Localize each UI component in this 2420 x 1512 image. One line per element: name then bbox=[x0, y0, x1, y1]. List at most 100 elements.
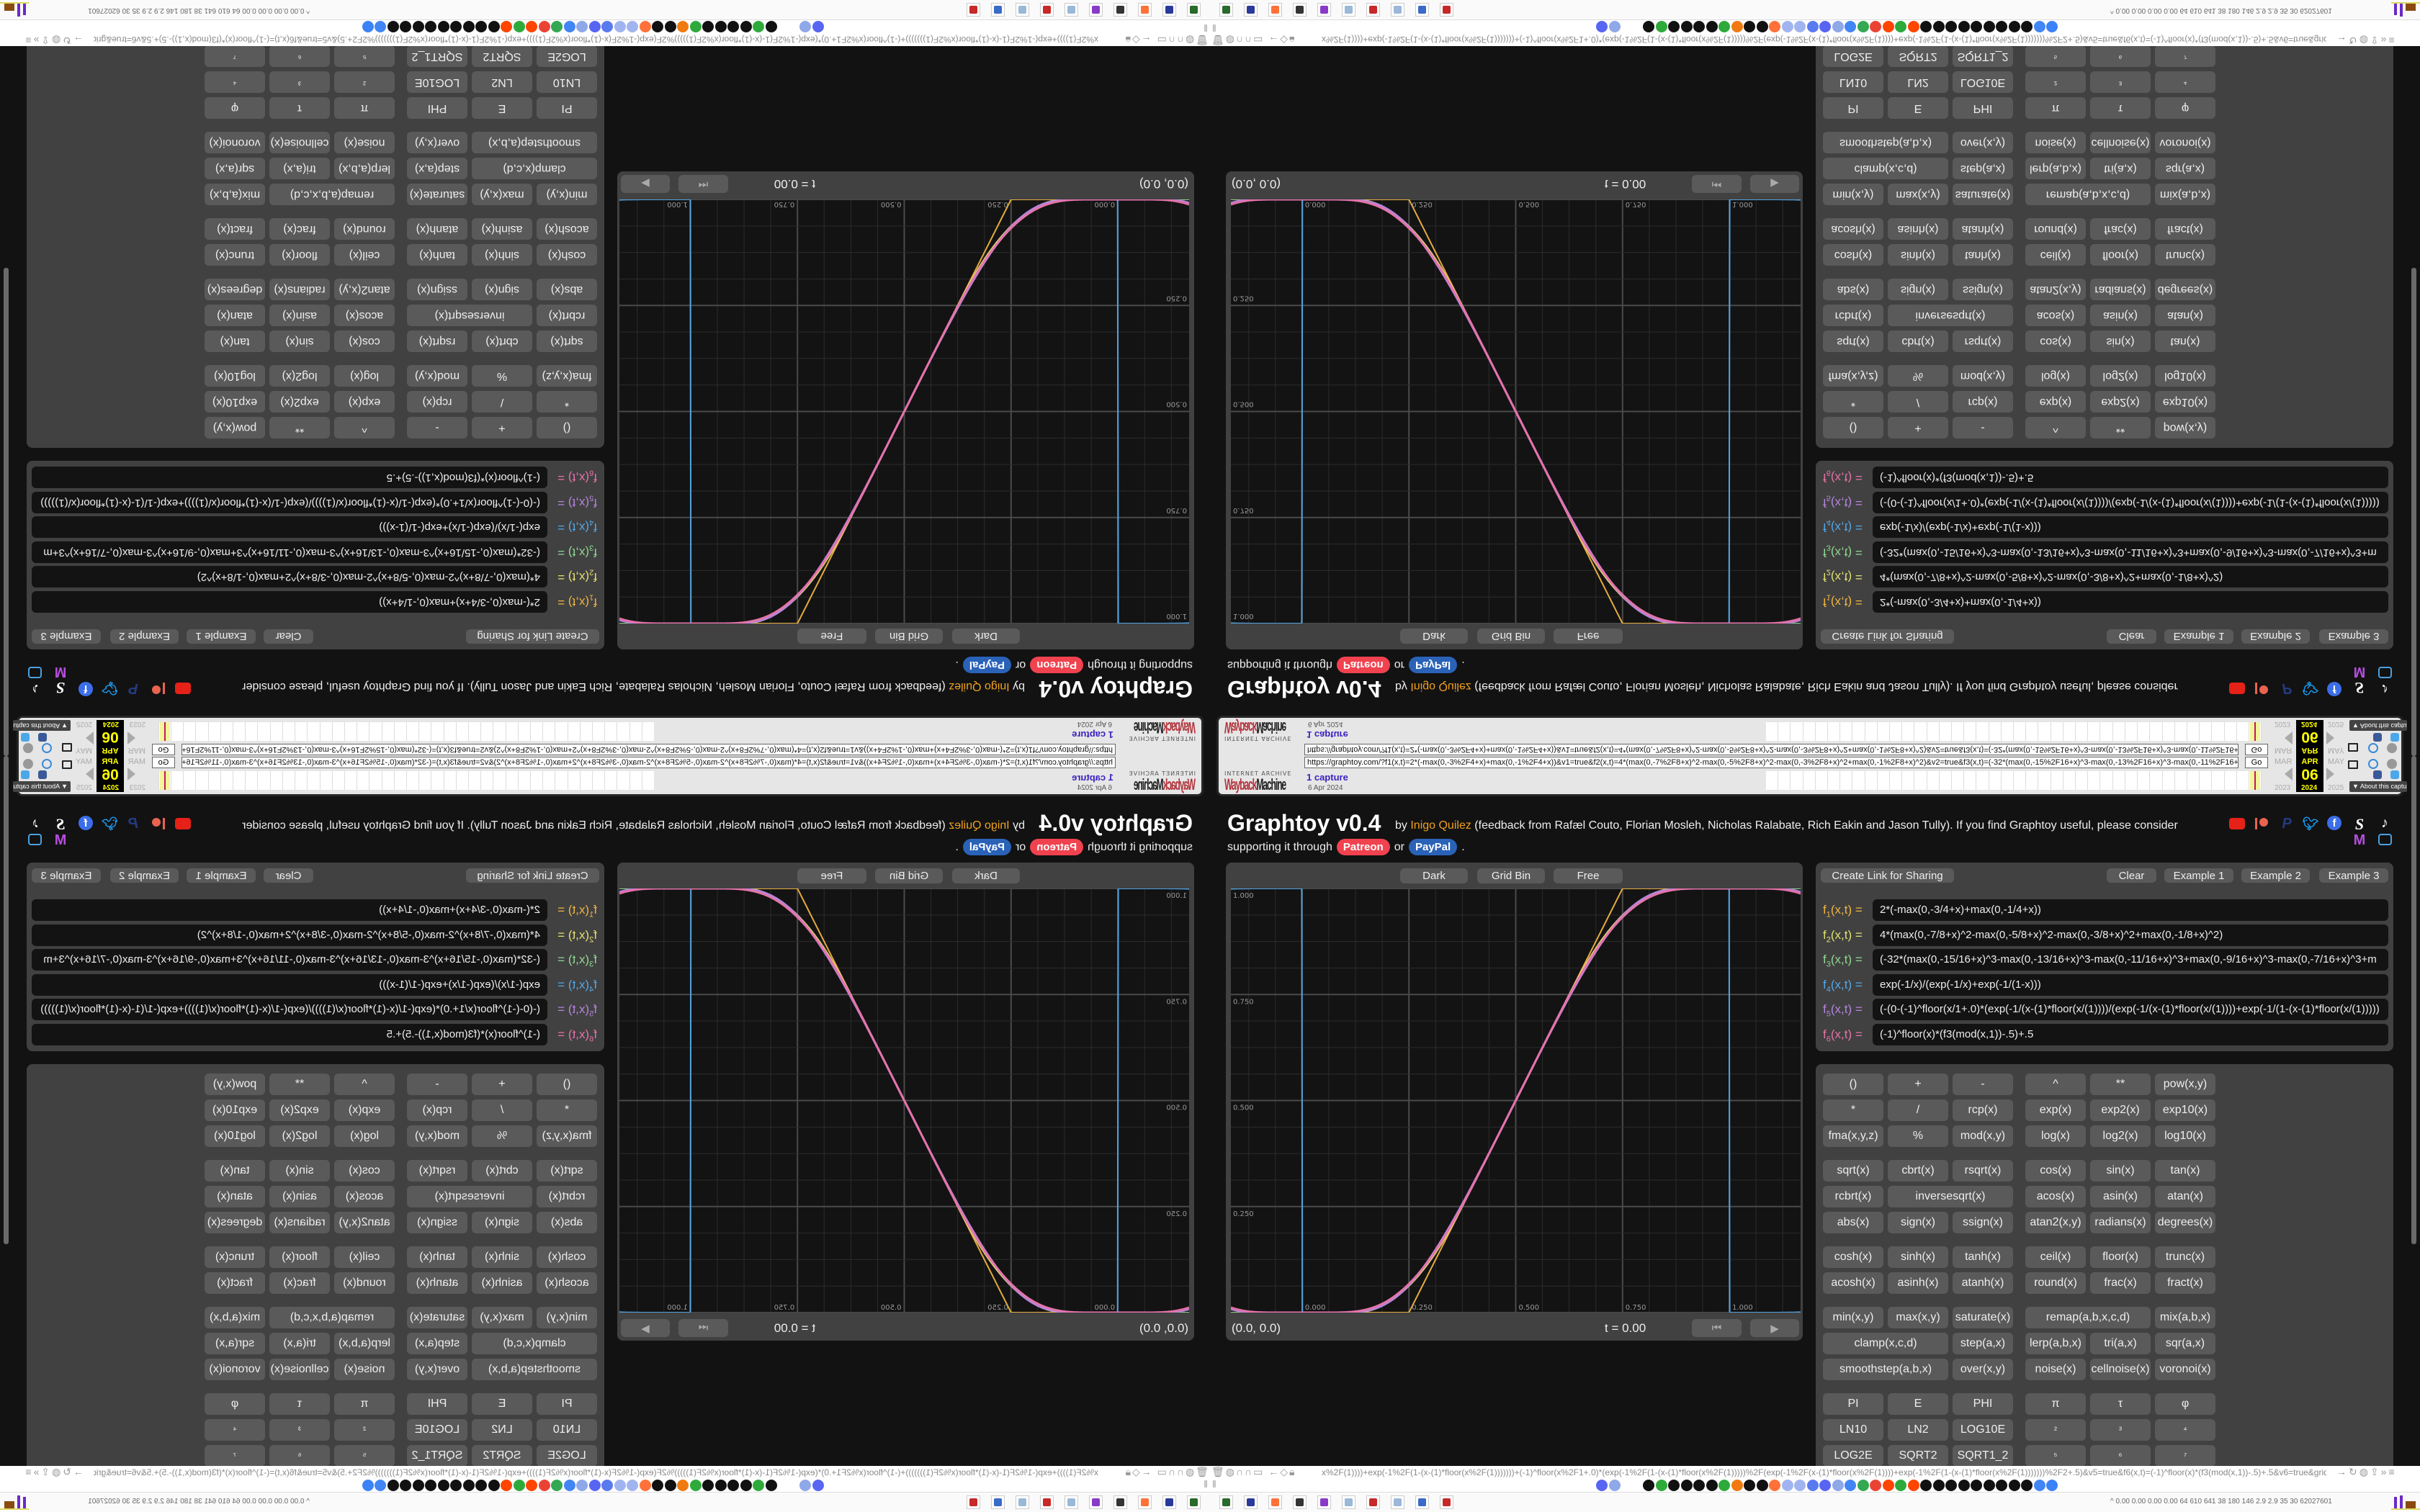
taskbar-app-icon[interactable] bbox=[1113, 1495, 1127, 1509]
keypad-button[interactable]: fma(x,y,z) bbox=[1823, 1125, 1883, 1147]
bookmark-icon[interactable] bbox=[1693, 21, 1705, 32]
taskbar-app-icon[interactable] bbox=[1317, 1495, 1331, 1509]
function-input[interactable]: (-32*(max(0,-15/16+x)^3-max(0,-13/16+x)^… bbox=[32, 949, 547, 971]
bookmark-icon[interactable] bbox=[1945, 21, 1957, 32]
keypad-button[interactable]: ⁵ bbox=[2025, 45, 2086, 67]
keypad-button[interactable]: asinh(x) bbox=[1888, 218, 1948, 240]
bookmark-icon[interactable] bbox=[400, 1480, 412, 1491]
bilibili-icon[interactable] bbox=[2376, 834, 2393, 850]
keypad-button[interactable]: ⁴ bbox=[2155, 71, 2215, 93]
paypal-button[interactable]: PayPal bbox=[1408, 657, 1458, 673]
keypad-button[interactable]: inversesqrt(x) bbox=[1888, 305, 2013, 326]
bookmark-icon[interactable] bbox=[1882, 1480, 1894, 1491]
keypad-button[interactable]: max(x,y) bbox=[1888, 1307, 1948, 1328]
mastodon-icon[interactable]: M bbox=[54, 832, 67, 848]
dark-mode-button[interactable]: Dark bbox=[1400, 868, 1468, 883]
keypad-button[interactable]: lerp(a,b,x) bbox=[2025, 158, 2086, 179]
tiktok-icon[interactable]: ♪ bbox=[2381, 681, 2388, 697]
keypad-button[interactable]: asin(x) bbox=[269, 1186, 330, 1207]
bookmark-icon[interactable] bbox=[652, 1480, 664, 1491]
keypad-button[interactable]: ⁴ bbox=[205, 1419, 265, 1441]
taskbar-app-icon[interactable] bbox=[1040, 1495, 1054, 1509]
keypad-button[interactable]: max(x,y) bbox=[1888, 184, 1948, 205]
bookmark-icon[interactable] bbox=[2021, 21, 2033, 32]
taskbar-app-icon[interactable] bbox=[1268, 1495, 1282, 1509]
keypad-button[interactable]: sin(x) bbox=[269, 330, 330, 352]
help-icon[interactable] bbox=[2368, 759, 2378, 769]
keypad-button[interactable]: inversesqrt(x) bbox=[1888, 1186, 2013, 1207]
wayback-next-arrow-icon[interactable] bbox=[86, 732, 94, 744]
keypad-button[interactable]: step(a,x) bbox=[1953, 158, 2013, 179]
tray-chevron-icon[interactable]: ^ bbox=[304, 6, 310, 14]
keypad-button[interactable]: mix(a,b,x) bbox=[2155, 1307, 2215, 1328]
page-scrollbar[interactable] bbox=[4, 268, 9, 756]
keypad-button[interactable]: log(x) bbox=[2025, 1125, 2086, 1147]
wayback-sparkline[interactable] bbox=[1766, 722, 2262, 741]
facebook-share-icon[interactable] bbox=[38, 733, 47, 742]
keypad-button[interactable]: atan(x) bbox=[2155, 305, 2215, 326]
function-input[interactable]: 4*(max(0,-7/8+x)^2-max(0,-5/8+x)^2-max(0… bbox=[1873, 924, 2388, 946]
keypad-button[interactable]: inversesqrt(x) bbox=[407, 1186, 532, 1207]
wayback-year-next[interactable]: 2025 bbox=[76, 720, 92, 728]
keypad-button[interactable]: voronoi(x) bbox=[205, 1359, 265, 1380]
keypad-button[interactable]: asinh(x) bbox=[472, 218, 532, 240]
bookmark-icon[interactable] bbox=[1832, 21, 1844, 32]
wayback-prev-arrow-icon[interactable] bbox=[2285, 732, 2293, 744]
keypad-button[interactable]: trunc(x) bbox=[2155, 1246, 2215, 1268]
keypad-button[interactable]: tan(x) bbox=[205, 1160, 265, 1182]
keypad-button[interactable]: ⁵ bbox=[334, 1445, 395, 1467]
bookmark-icon[interactable] bbox=[1744, 1480, 1755, 1491]
taskbar-app-icon[interactable] bbox=[1187, 3, 1201, 17]
keypad-button[interactable]: atan(x) bbox=[2155, 1186, 2215, 1207]
keypad-button[interactable]: ceil(x) bbox=[2025, 244, 2086, 266]
function-input[interactable]: (-(0-(-1)^floor(x/1+.0)*(exp(-1/(x-(1)*f… bbox=[1873, 492, 2388, 513]
keypad-button[interactable]: LOG2E bbox=[1823, 1445, 1883, 1467]
function-input[interactable]: (-32*(max(0,-15/16+x)^3-max(0,-13/16+x)^… bbox=[1873, 541, 2388, 563]
bookmark-icon[interactable] bbox=[799, 1480, 812, 1491]
example-2-button[interactable]: Example 2 bbox=[2241, 629, 2310, 644]
keypad-button[interactable]: frac(x) bbox=[2090, 218, 2151, 240]
keypad-button[interactable]: remap(a,b,x,c,d) bbox=[269, 1307, 395, 1328]
wayback-month-next[interactable]: MAY bbox=[75, 757, 92, 766]
bookmark-icon[interactable] bbox=[727, 21, 740, 32]
close-icon[interactable] bbox=[2387, 759, 2397, 769]
bookmark-icon[interactable] bbox=[501, 21, 513, 32]
patreon-button[interactable]: Patreon bbox=[1336, 839, 1390, 855]
youtube-icon[interactable] bbox=[175, 818, 191, 829]
bookmark-icon[interactable] bbox=[2046, 21, 2058, 32]
keypad-button[interactable]: sqrt(x) bbox=[537, 330, 597, 352]
keypad-button[interactable]: over(x,y) bbox=[407, 132, 467, 153]
bookmark-icon[interactable] bbox=[1756, 21, 1768, 32]
keypad-button[interactable]: frac(x) bbox=[2090, 1272, 2151, 1294]
function-input[interactable]: 2*(-max(0,-3/4+x)+max(0,-1/4+x)) bbox=[1873, 591, 2388, 613]
keypad-button[interactable]: noise(x) bbox=[2025, 132, 2086, 153]
keypad-button[interactable]: sqrt(x) bbox=[537, 1160, 597, 1182]
function-input[interactable]: (-1)^floor(x)*(f3(mod(x,1))-.5)+.5 bbox=[32, 467, 547, 489]
keypad-button[interactable]: sign(x) bbox=[1888, 279, 1948, 300]
browser-left-icons[interactable]: 🗑︎◍∩∩▭ ←◇🔒︎ bbox=[1124, 1466, 1209, 1477]
keypad-button[interactable]: radians(x) bbox=[2090, 1212, 2151, 1233]
taskbar-app-icon[interactable] bbox=[1187, 1495, 1201, 1509]
keypad-button[interactable]: mod(x,y) bbox=[1953, 365, 2013, 387]
taskbar-app-icon[interactable] bbox=[1089, 3, 1103, 17]
keypad-button[interactable]: rcp(x) bbox=[407, 1099, 467, 1121]
taskbar-app-icon[interactable] bbox=[967, 3, 980, 17]
keypad-button[interactable]: smoothstep(a,b,x) bbox=[472, 132, 597, 153]
keypad-button[interactable]: ^ bbox=[334, 417, 395, 438]
wayback-logo[interactable]: WaybackMachine bbox=[1224, 719, 1286, 737]
function-input[interactable]: 2*(-max(0,-3/4+x)+max(0,-1/4+x)) bbox=[32, 591, 547, 613]
keypad-button[interactable]: LOG10E bbox=[1953, 71, 2013, 93]
keypad-button[interactable]: sinh(x) bbox=[1888, 1246, 1948, 1268]
keypad-button[interactable]: ⁵ bbox=[2025, 1445, 2086, 1467]
keypad-button[interactable]: log2(x) bbox=[2090, 1125, 2151, 1147]
play-button[interactable]: ▶︎ bbox=[621, 175, 670, 193]
bookmark-icon[interactable] bbox=[1643, 21, 1654, 32]
keypad-button[interactable]: atan2(x,y) bbox=[2025, 1212, 2086, 1233]
keypad-button[interactable]: abs(x) bbox=[537, 1212, 597, 1233]
keypad-button[interactable]: SQRT2 bbox=[1888, 1445, 1948, 1467]
bookmark-icon[interactable] bbox=[526, 1480, 538, 1491]
taskbar-app-icon[interactable] bbox=[1016, 3, 1029, 17]
keypad-button[interactable]: acos(x) bbox=[334, 305, 395, 326]
author-link[interactable]: Inigo Quilez bbox=[1410, 819, 1471, 832]
keypad-button[interactable]: π bbox=[2025, 97, 2086, 119]
